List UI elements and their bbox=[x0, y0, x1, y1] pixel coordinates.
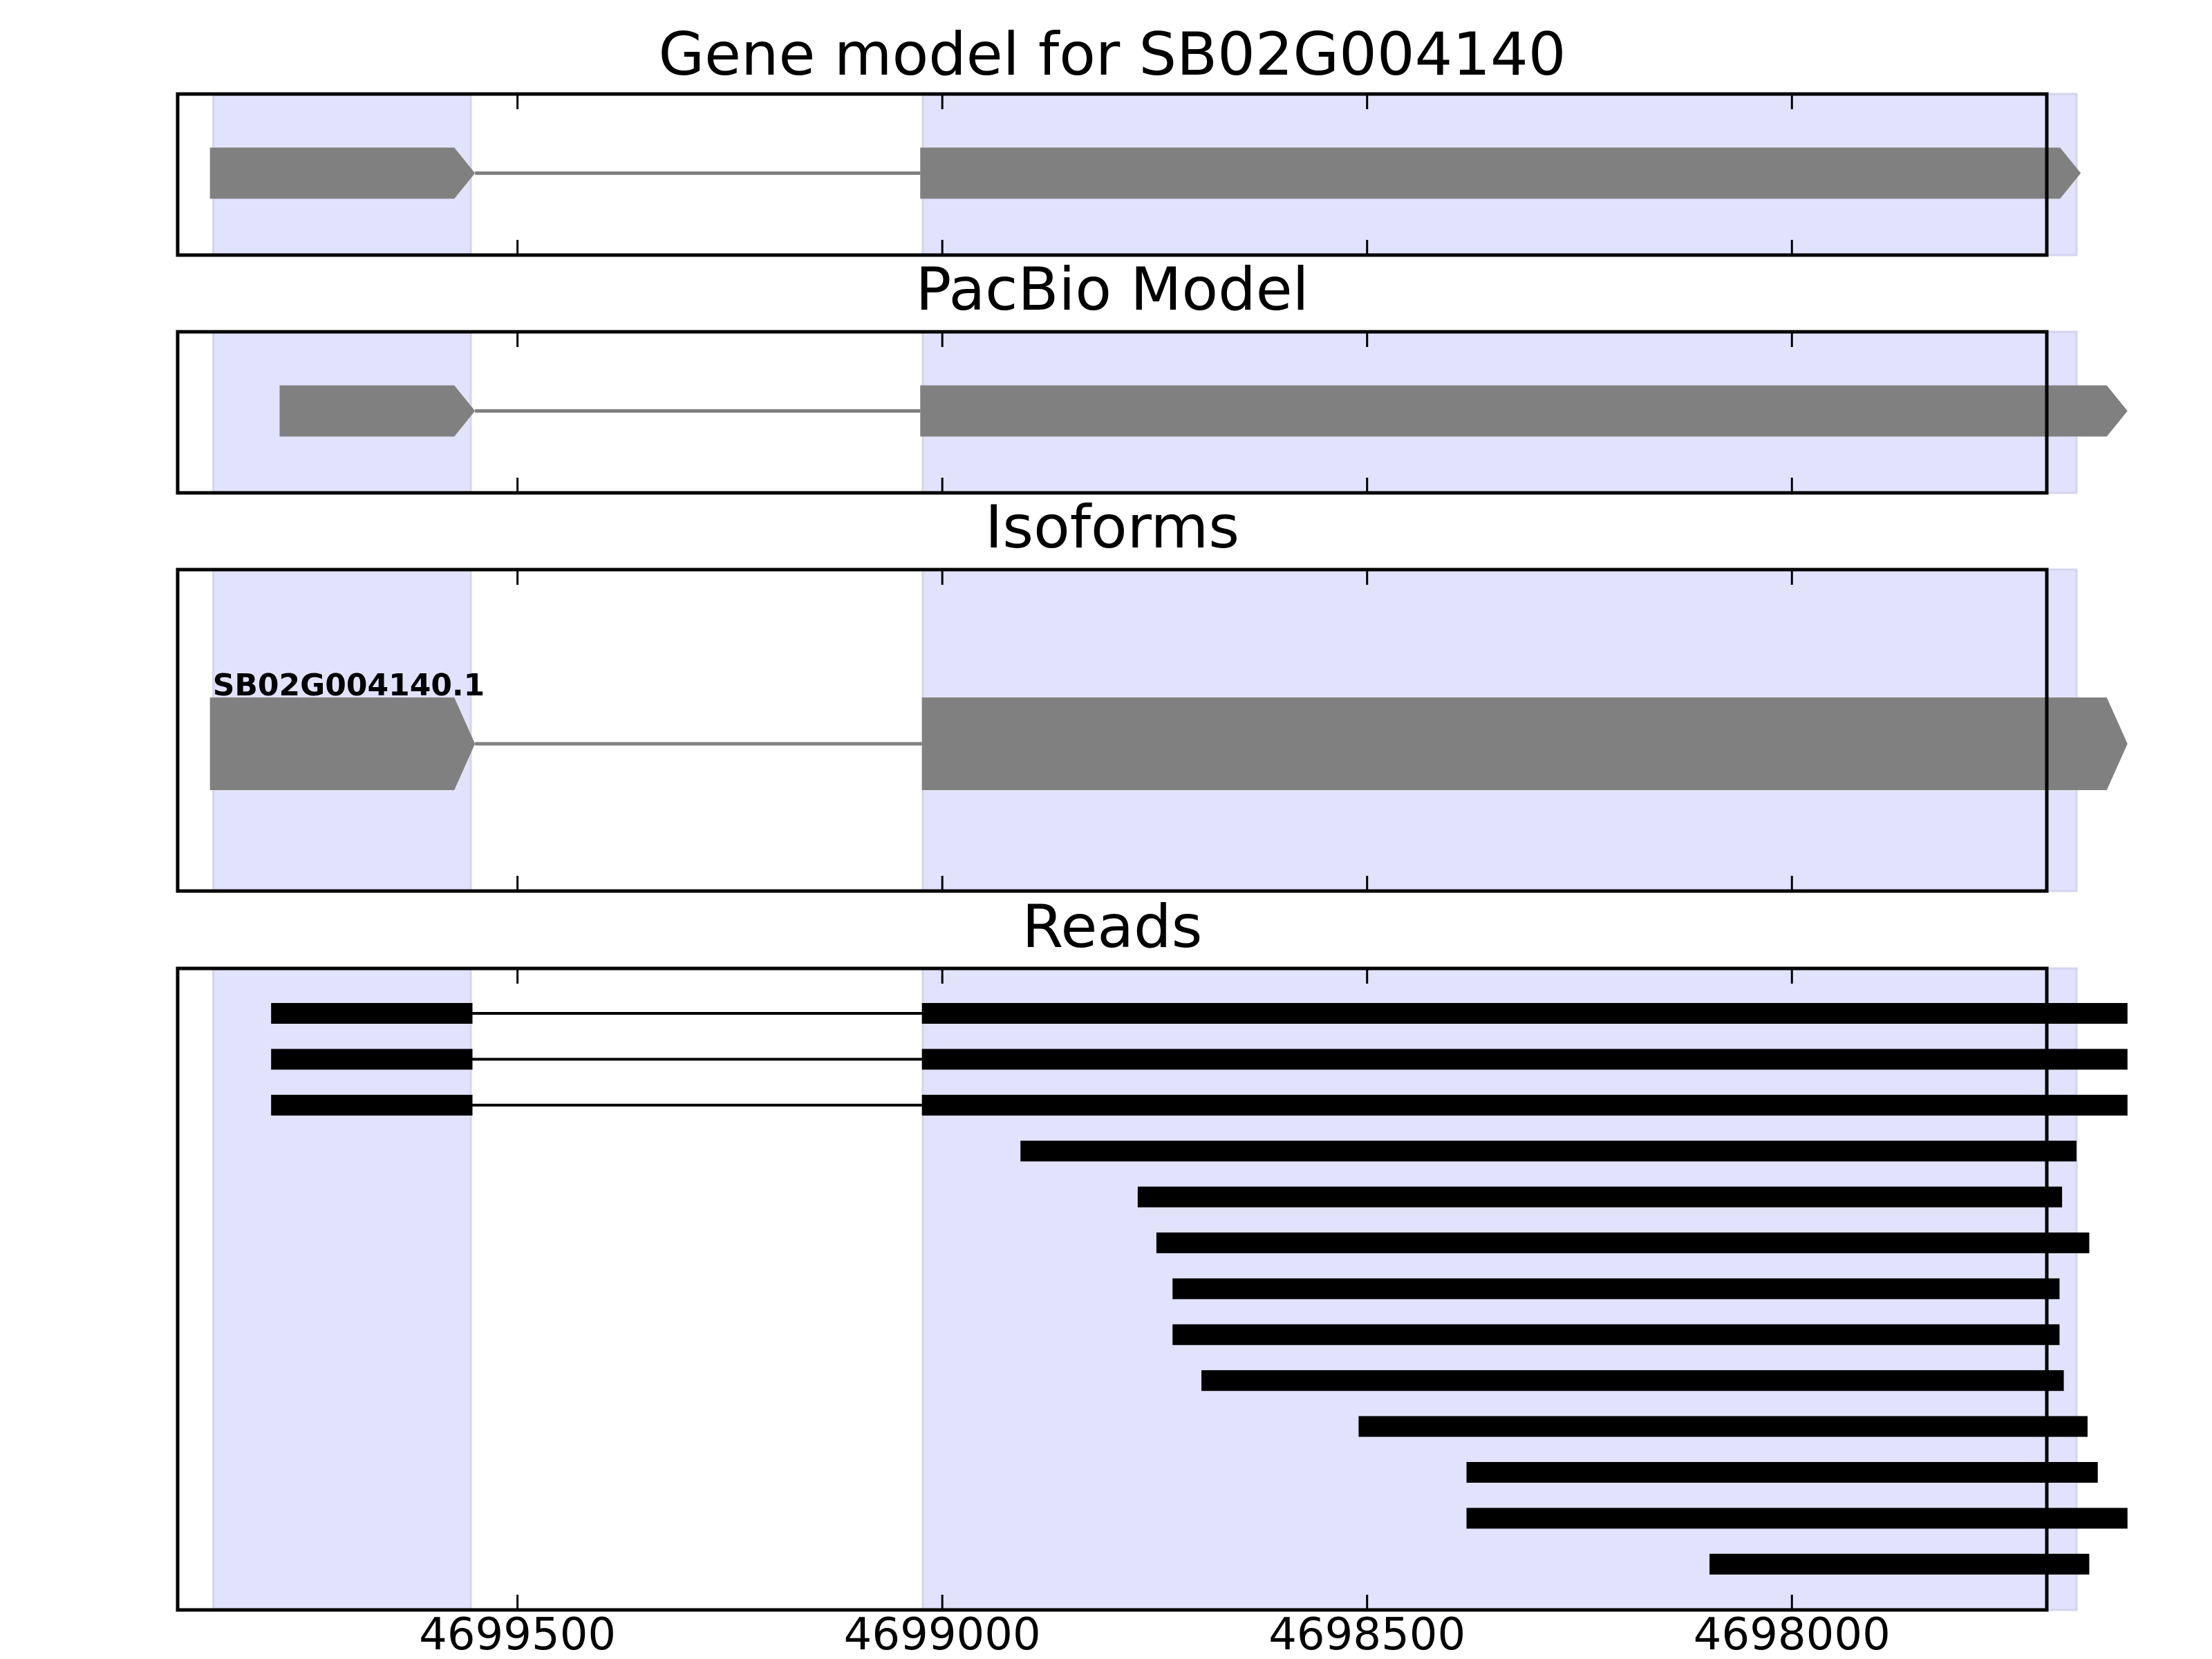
read-segment bbox=[1709, 1553, 2090, 1575]
read-5 bbox=[1137, 1186, 2063, 1208]
read-3 bbox=[271, 1094, 2128, 1116]
read-9 bbox=[1201, 1370, 2064, 1391]
reads-panel: Reads bbox=[176, 892, 2128, 1612]
read-segment bbox=[1137, 1186, 2063, 1208]
read-12 bbox=[1466, 1508, 2128, 1529]
panel-frame bbox=[176, 330, 2049, 495]
isoform-label: SB02G004140.1 bbox=[213, 668, 485, 703]
x-axis-tick-labels: 4699500 4699000 4698500 4698000 bbox=[419, 1609, 1891, 1659]
read-segment bbox=[1156, 1232, 2090, 1253]
read-7 bbox=[1172, 1278, 2060, 1300]
x-tick-label: 4699500 bbox=[419, 1609, 616, 1659]
panel-frame bbox=[176, 568, 2049, 893]
read-segment bbox=[1466, 1462, 2098, 1483]
read-10 bbox=[1358, 1416, 2088, 1437]
read-segment bbox=[1020, 1141, 2077, 1162]
read-segment bbox=[921, 1049, 2128, 1070]
gene-model-title: Gene model for SB02G004140 bbox=[659, 20, 1566, 89]
read-segment bbox=[271, 1094, 473, 1116]
panels-group: Gene model for SB02G004140 PacBio Model SB… bbox=[176, 20, 2128, 1612]
panel-frame bbox=[176, 966, 2049, 1612]
exon-shape bbox=[209, 147, 476, 199]
read-segment bbox=[271, 1049, 473, 1070]
pacbio-model-title: PacBio Model bbox=[915, 255, 1309, 324]
panel-frame bbox=[176, 92, 2049, 257]
isoforms-title: Isoforms bbox=[985, 493, 1239, 562]
pacbio-model-panel: PacBio Model bbox=[176, 255, 2128, 495]
x-tick-label: 4698000 bbox=[1694, 1609, 1891, 1659]
read-segment bbox=[921, 1003, 2128, 1024]
read-segment bbox=[1466, 1508, 2128, 1529]
exon-shape bbox=[209, 697, 476, 790]
read-6 bbox=[1156, 1232, 2090, 1253]
exon-shape bbox=[921, 697, 2128, 790]
exon-shape bbox=[279, 385, 476, 437]
reads-title: Reads bbox=[1022, 892, 1203, 962]
exon-shape bbox=[920, 385, 2128, 437]
read-11 bbox=[1466, 1462, 2098, 1483]
x-tick-label: 4699000 bbox=[844, 1609, 1041, 1659]
read-segment bbox=[271, 1003, 473, 1024]
read-segment bbox=[1172, 1324, 2060, 1345]
gene-model-panel: Gene model for SB02G004140 bbox=[176, 20, 2081, 257]
exon-shape bbox=[920, 147, 2081, 199]
read-segment bbox=[1201, 1370, 2064, 1391]
read-1 bbox=[271, 1003, 2128, 1024]
read-segment bbox=[1172, 1278, 2060, 1300]
x-tick-label: 4698500 bbox=[1268, 1609, 1465, 1659]
read-13 bbox=[1709, 1553, 2090, 1575]
read-segment bbox=[921, 1094, 2128, 1116]
read-2 bbox=[271, 1049, 2128, 1070]
highlight-region-1 bbox=[212, 967, 472, 1611]
isoforms-panel: SB02G004140.1 Isoforms bbox=[176, 493, 2128, 893]
read-4 bbox=[1020, 1141, 2077, 1162]
read-8 bbox=[1172, 1324, 2060, 1345]
read-segment bbox=[1358, 1416, 2088, 1437]
